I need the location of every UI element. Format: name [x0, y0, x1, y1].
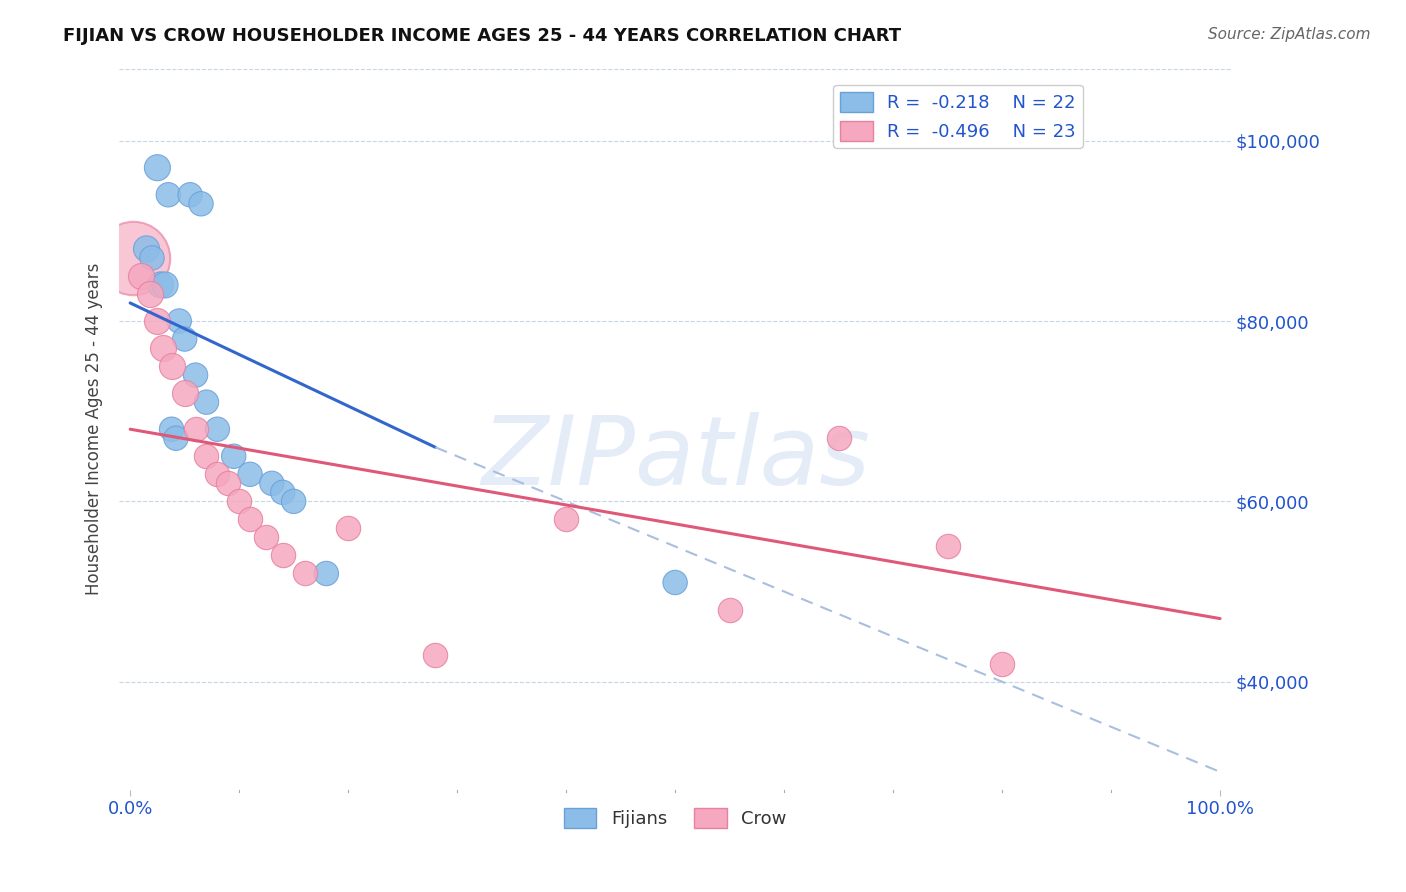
Point: [271, 485, 294, 500]
Point: [141, 251, 163, 265]
Point: [217, 476, 239, 491]
Point: [184, 422, 207, 436]
Point: [228, 494, 250, 508]
Point: [664, 575, 686, 590]
Point: [122, 251, 145, 265]
Point: [195, 450, 218, 464]
Legend: Fijians, Crow: Fijians, Crow: [557, 801, 793, 835]
Point: [184, 368, 207, 383]
Point: [135, 242, 157, 256]
Point: [173, 332, 195, 346]
Point: [179, 187, 201, 202]
Point: [207, 467, 229, 482]
Point: [294, 566, 316, 581]
Point: [315, 566, 337, 581]
Point: [190, 196, 212, 211]
Point: [146, 314, 169, 328]
Point: [555, 512, 578, 526]
Point: [165, 431, 187, 445]
Point: [239, 467, 262, 482]
Point: [222, 450, 245, 464]
Point: [146, 161, 169, 175]
Point: [195, 395, 218, 409]
Text: FIJIAN VS CROW HOUSEHOLDER INCOME AGES 25 - 44 YEARS CORRELATION CHART: FIJIAN VS CROW HOUSEHOLDER INCOME AGES 2…: [63, 27, 901, 45]
Point: [718, 602, 741, 616]
Point: [936, 540, 959, 554]
Point: [207, 422, 229, 436]
Point: [425, 648, 447, 662]
Point: [160, 359, 183, 373]
Point: [991, 657, 1014, 671]
Point: [271, 549, 294, 563]
Point: [239, 512, 262, 526]
Point: [149, 277, 172, 292]
Point: [160, 422, 183, 436]
Point: [337, 521, 360, 535]
Point: [157, 187, 180, 202]
Point: [260, 476, 283, 491]
Point: [173, 386, 195, 401]
Point: [129, 268, 152, 283]
Point: [827, 431, 849, 445]
Point: [139, 287, 162, 301]
Point: [153, 277, 176, 292]
Point: [167, 314, 190, 328]
Point: [283, 494, 305, 508]
Y-axis label: Householder Income Ages 25 - 44 years: Householder Income Ages 25 - 44 years: [86, 263, 103, 595]
Text: ZIPatlas: ZIPatlas: [481, 411, 869, 505]
Point: [152, 341, 174, 355]
Point: [254, 530, 277, 544]
Text: Source: ZipAtlas.com: Source: ZipAtlas.com: [1208, 27, 1371, 42]
